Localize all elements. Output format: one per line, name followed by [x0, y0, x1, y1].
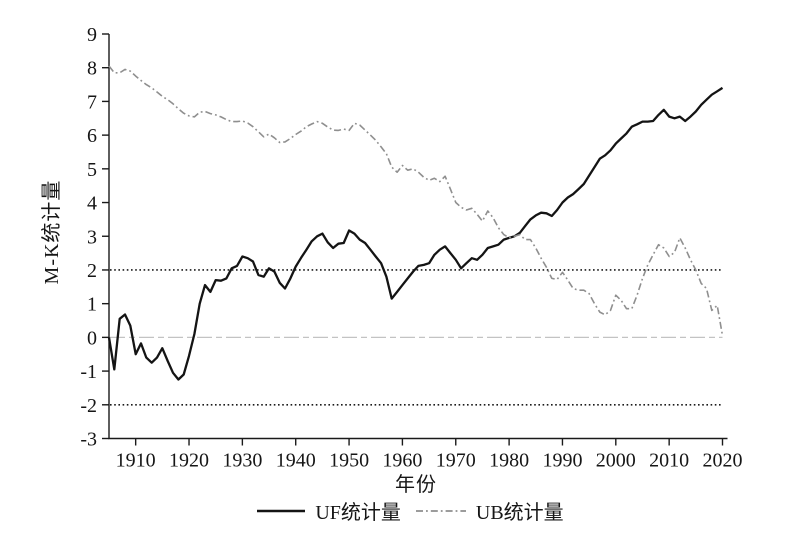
y-tick-label-1: 1 — [87, 294, 97, 316]
y-tick-label-9: 9 — [87, 24, 97, 46]
y-tick-label-6: 6 — [87, 125, 97, 147]
y-tick-label-2: 2 — [87, 260, 97, 282]
x-tick-label-1980: 1980 — [489, 450, 529, 472]
y-tick-label-4: 4 — [87, 193, 97, 215]
y-tick-label--2: -2 — [80, 395, 97, 417]
y-axis-title: M-K统计量 — [41, 179, 63, 285]
x-tick-label-1930: 1930 — [222, 450, 262, 472]
x-tick-label-1950: 1950 — [329, 450, 369, 472]
y-tick-label-7: 7 — [87, 91, 97, 113]
series-curve-ub — [108, 65, 724, 336]
axes — [108, 34, 728, 440]
legend-item-uf: UF统计量 — [256, 496, 401, 525]
series-curve-uf — [107, 86, 724, 381]
y-tick-label-3: 3 — [87, 226, 97, 248]
x-tick-label-1940: 1940 — [276, 450, 316, 472]
x-tick-label-2010: 2010 — [649, 450, 689, 472]
x-tick-label-1970: 1970 — [436, 450, 476, 472]
y-tick-label--1: -1 — [80, 361, 97, 383]
ub-dashdot-line-swatch — [415, 509, 466, 512]
y-tick-label-0: 0 — [87, 327, 97, 349]
x-tick-label-1960: 1960 — [382, 450, 422, 472]
y-tick-label--3: -3 — [80, 429, 97, 451]
y-tick-label-8: 8 — [87, 58, 97, 80]
legend-label-uf: UF统计量 — [315, 502, 401, 524]
uf-solid-line-swatch — [257, 509, 306, 512]
x-tick-label-2000: 2000 — [596, 450, 636, 472]
x-tick-label-1910: 1910 — [116, 450, 156, 472]
x-tick-label-2020: 2020 — [703, 450, 743, 472]
x-axis-title: 年份 — [395, 474, 437, 496]
legend-label-ub: UB统计量 — [475, 502, 564, 524]
x-tick-label-1990: 1990 — [542, 450, 582, 472]
y-tick-label-5: 5 — [87, 159, 97, 181]
legend-item-ub: UB统计量 — [415, 496, 564, 525]
x-tick-label-1920: 1920 — [169, 450, 209, 472]
legend: UF统计量 UB统计量 — [10, 496, 800, 525]
